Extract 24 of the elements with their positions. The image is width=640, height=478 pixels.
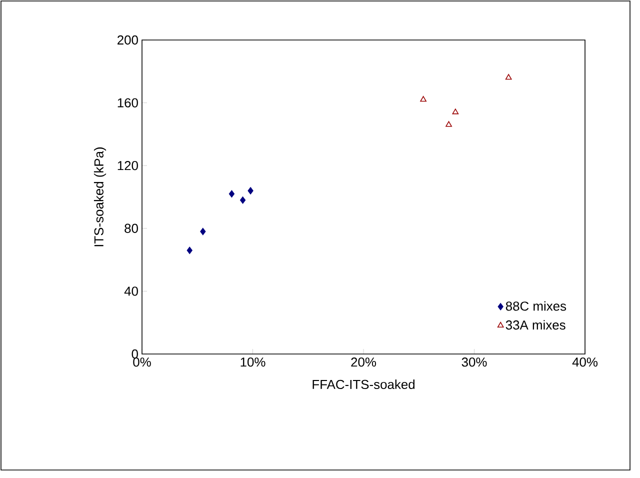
x-tick-label: 40% xyxy=(572,358,598,367)
legend-label: 88C mixes xyxy=(506,301,566,311)
point xyxy=(248,187,254,194)
y-tick-label: 200 xyxy=(118,35,138,45)
point xyxy=(446,121,452,127)
y-tick-label: 80 xyxy=(124,224,138,233)
point xyxy=(420,96,426,102)
point xyxy=(452,108,459,114)
y-tick-label: 0 xyxy=(132,349,138,359)
point xyxy=(186,246,192,254)
y-tick-label: 120 xyxy=(118,161,138,170)
point xyxy=(240,196,246,204)
y-axis-title: ITS-soaked (kPa) xyxy=(94,147,106,246)
point xyxy=(228,190,235,198)
legend-label: 33A mixes xyxy=(506,320,566,330)
y-tick-label: 40 xyxy=(124,286,138,296)
x-tick-label: 30% xyxy=(462,358,487,367)
y-tick-label: 160 xyxy=(118,98,138,108)
point xyxy=(505,74,512,80)
x-tick-label: 10% xyxy=(240,358,266,367)
x-tick-label: 0% xyxy=(133,358,151,367)
x-tick-label: 20% xyxy=(351,358,376,367)
point xyxy=(200,228,206,236)
x-axis-title: FFAC-ITS-soaked xyxy=(312,380,414,390)
